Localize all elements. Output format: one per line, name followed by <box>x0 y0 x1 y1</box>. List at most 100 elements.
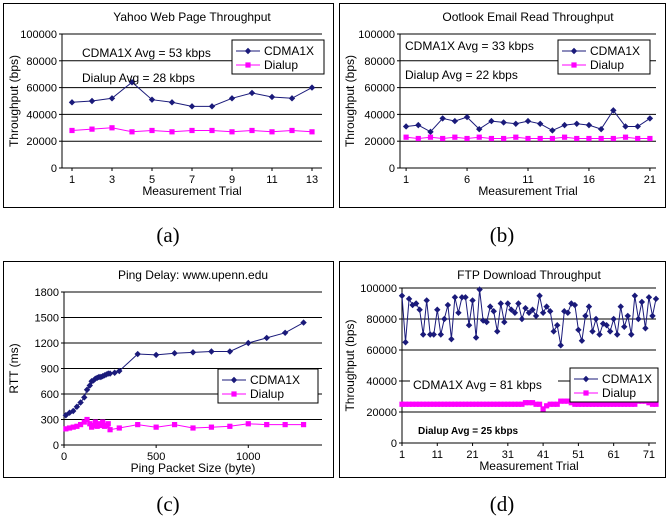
chart-d-point-cdma1x <box>451 294 459 301</box>
chart-b-point-cdma1x <box>622 123 629 130</box>
chart-b-point-cdma1x <box>634 123 641 130</box>
chart-d-point-dialup <box>649 401 656 407</box>
chart-a-title: Yahoo Web Page Throughput <box>113 10 271 24</box>
chart-b-y-tick-label: 0 <box>389 163 395 175</box>
chart-d-point-dialup <box>568 400 574 406</box>
chart-d-point-cdma1x <box>628 331 635 338</box>
chart-b-point-dialup <box>513 134 519 140</box>
chart-d-point-cdma1x <box>490 308 497 315</box>
chart-d-point-cdma1x <box>472 334 480 341</box>
chart-b-point-dialup <box>610 135 616 142</box>
chart-c-point-dialup <box>282 422 288 428</box>
chart-d-point-dialup <box>621 401 627 407</box>
chart-b-y-axis-label: Throughput (bps) <box>343 55 357 147</box>
chart-d-point-dialup <box>466 401 472 407</box>
chart-a-point-dialup <box>189 127 195 134</box>
chart-a-legend-marker-dialup <box>245 62 251 68</box>
chart-c-y-tick-label: 0 <box>53 440 59 452</box>
chart-b-point-cdma1x <box>451 117 459 125</box>
chart-a-annotation: CDMA1X Avg = 53 kbps <box>82 46 211 60</box>
chart-a-point-cdma1x <box>308 84 316 91</box>
chart-a-point-dialup <box>229 129 235 135</box>
chart-b-point-dialup <box>574 135 580 142</box>
chart-d-x-tick-label: 1 <box>399 449 405 461</box>
chart-d-point-dialup <box>529 400 536 406</box>
chart-d-point-cdma1x <box>444 301 452 309</box>
chart-a-y-tick-label: 0 <box>51 163 57 175</box>
chart-d-point-dialup <box>586 401 592 407</box>
chart-d-point-cdma1x <box>617 303 624 310</box>
chart-c-y-tick-label: 1800 <box>35 287 59 299</box>
chart-a-legend-label-dialup: Dialup <box>264 58 298 72</box>
chart-d-point-cdma1x <box>536 292 543 299</box>
chart-a-point-dialup <box>249 127 255 134</box>
chart-b-point-cdma1x <box>597 125 605 133</box>
chart-b-point-dialup <box>488 135 495 142</box>
chart-d-point-cdma1x <box>497 300 504 307</box>
chart-b-point-cdma1x <box>476 125 483 133</box>
chart-d-point-cdma1x <box>635 315 642 323</box>
chart-c-point-cdma1x <box>300 319 307 326</box>
chart-d-point-cdma1x <box>483 318 490 326</box>
chart-d-point-cdma1x <box>645 294 653 301</box>
chart-b-point-cdma1x <box>439 115 446 122</box>
chart-d-svg: FTP Download Throughput 0 20000 40000 60000 8… <box>343 268 660 473</box>
chart-d-point-dialup <box>501 401 507 407</box>
chart-c-point-dialup <box>100 419 106 425</box>
chart-b-point-dialup <box>415 135 421 142</box>
chart-b-point-cdma1x <box>402 123 410 130</box>
chart-d-point-dialup <box>438 401 444 407</box>
chart-d-point-cdma1x <box>462 294 469 301</box>
chart-c-y-tick-label: 1500 <box>35 313 59 325</box>
chart-d-point-dialup <box>491 401 497 407</box>
chart-b-x-tick-label: 6 <box>464 174 470 186</box>
chart-b-x-axis-label: Measurement Trial <box>478 184 577 198</box>
chart-a-y-tick-label: 40000 <box>26 109 57 121</box>
chart-c-y-tick-label: 1200 <box>35 338 59 350</box>
chart-d-point-dialup <box>646 400 652 406</box>
chart-d-legend-box <box>569 367 659 403</box>
chart-b-point-dialup <box>464 135 470 142</box>
chart-d-point-cdma1x <box>455 309 462 316</box>
chart-d-point-dialup <box>565 398 571 404</box>
chart-d-point-cdma1x <box>631 292 639 299</box>
chart-b-x-tick-label: 1 <box>403 174 409 186</box>
chart-b-point-dialup <box>403 134 409 140</box>
chart-b-point-cdma1x <box>573 120 580 127</box>
chart-c-point-dialup <box>116 425 122 431</box>
chart-d-point-dialup <box>462 401 469 407</box>
chart-b-point-cdma1x <box>585 121 593 129</box>
chart-d-point-cdma1x <box>441 315 448 323</box>
chart-d-point-cdma1x <box>638 298 646 306</box>
chart-c-legend-label-cdma1x: CDMA1X <box>250 373 300 387</box>
chart-panel-b: Ootlook Email Read Throughput 0 20000 40000… <box>339 3 666 208</box>
chart-d-point-cdma1x <box>398 292 406 299</box>
chart-d-point-cdma1x <box>596 331 603 338</box>
chart-d-point-dialup <box>575 401 581 407</box>
chart-d-point-dialup <box>441 401 447 407</box>
chart-a-point-cdma1x <box>268 93 276 101</box>
chart-c-point-cdma1x <box>245 339 252 347</box>
chart-d-point-cdma1x <box>501 318 508 326</box>
chart-c-point-dialup <box>135 422 141 428</box>
chart-d-point-cdma1x <box>550 328 557 335</box>
chart-c-point-dialup <box>66 425 73 431</box>
chart-d-point-dialup <box>427 401 433 407</box>
chart-d-point-cdma1x <box>642 325 649 332</box>
chart-c-legend-marker-cdma1x <box>230 376 238 384</box>
chart-d-point-cdma1x <box>554 322 561 329</box>
chart-d-point-cdma1x <box>437 331 445 338</box>
chart-c-point-cdma1x <box>263 334 270 342</box>
chart-d-point-dialup <box>402 401 409 407</box>
chart-a-point-dialup <box>149 127 155 134</box>
chart-a-y-tick-label: 20000 <box>26 136 57 148</box>
chart-a-point-dialup <box>109 125 115 131</box>
chart-b-point-dialup <box>427 134 434 140</box>
chart-d-point-dialup <box>536 401 543 407</box>
chart-a-point-cdma1x <box>88 97 96 105</box>
chart-c-y-axis-label: RTT (ms) <box>7 343 21 393</box>
chart-d-point-cdma1x <box>606 328 614 335</box>
chart-c-point-cdma1x <box>116 367 123 375</box>
chart-d-point-dialup <box>526 400 532 406</box>
chart-d-point-cdma1x <box>504 300 512 307</box>
